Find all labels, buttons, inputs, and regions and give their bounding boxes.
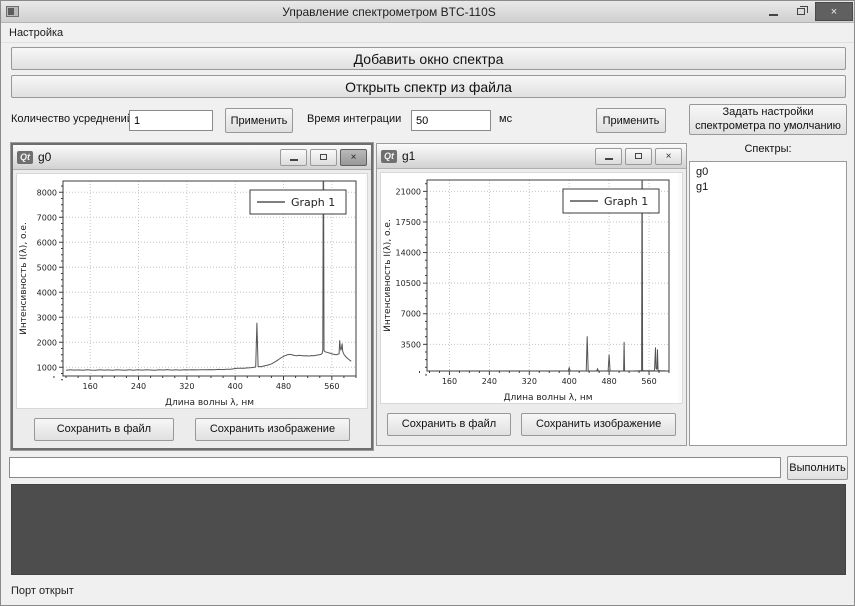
app-icon (6, 6, 19, 17)
g1-body: 160 240 320 400 480 560 3500 7000 10500 14000 1750… (380, 172, 683, 404)
list-item[interactable]: g0 (696, 166, 709, 178)
g1-minimize-button[interactable] (595, 147, 622, 165)
minimize-icon (289, 158, 298, 161)
main-titlebar: Управление спектрометром BTC-110S × (1, 1, 854, 23)
svg-text:10500: 10500 (396, 279, 421, 288)
svg-text:8000: 8000 (37, 188, 57, 197)
g1-window-title: g1 (402, 149, 416, 163)
svg-text:7000: 7000 (401, 310, 421, 319)
apply-averages-button[interactable]: Применить (225, 108, 293, 133)
g0-maximize-button[interactable] (310, 148, 337, 166)
qt-logo-icon: Qt (381, 149, 397, 163)
restore-button[interactable] (787, 3, 815, 21)
svg-text:320: 320 (179, 382, 194, 391)
apply-integration-button[interactable]: Применить (596, 108, 666, 133)
svg-text:2000: 2000 (37, 338, 57, 347)
svg-text:Длина волны λ, нм: Длина волны λ, нм (503, 393, 592, 403)
g1-titlebar[interactable]: Qt g1 × (377, 144, 686, 169)
set-defaults-button[interactable]: Задать настройки спектрометра по умолчан… (689, 104, 847, 135)
close-icon: × (350, 151, 357, 163)
svg-text:Graph 1: Graph 1 (604, 195, 648, 208)
minimize-button[interactable] (759, 3, 787, 21)
svg-text:400: 400 (228, 382, 243, 391)
minimize-icon (768, 13, 778, 16)
maximize-icon (635, 153, 642, 159)
g0-save-file-button[interactable]: Сохранить в файл (33, 417, 174, 441)
command-input[interactable] (9, 457, 781, 478)
menu-bar: Настройка (1, 24, 854, 43)
svg-text:6000: 6000 (37, 238, 57, 247)
status-text: Порт открыт (11, 585, 74, 597)
qt-logo-icon: Qt (17, 150, 33, 164)
list-item[interactable]: g1 (696, 181, 709, 193)
svg-text:Graph 1: Graph 1 (291, 196, 335, 209)
status-bar: Порт открыт (1, 579, 854, 601)
settings-row: Количество усреднений: Применить Время и… (1, 104, 854, 138)
svg-text:Длина волны λ, нм: Длина волны λ, нм (165, 398, 254, 408)
svg-text:3500: 3500 (401, 340, 421, 349)
menu-item-settings[interactable]: Настройка (9, 27, 64, 39)
svg-text:320: 320 (522, 377, 537, 386)
close-icon: × (665, 150, 672, 162)
integration-label: Время интеграции (307, 113, 402, 125)
run-command-button[interactable]: Выполнить (787, 456, 848, 480)
window-controls: × (759, 1, 854, 22)
svg-text:560: 560 (641, 377, 656, 386)
svg-text:240: 240 (131, 382, 146, 391)
close-icon: × (830, 5, 838, 18)
svg-text:7000: 7000 (37, 213, 57, 222)
console-output[interactable] (11, 484, 846, 575)
svg-text:480: 480 (601, 377, 616, 386)
g0-window-title: g0 (38, 150, 52, 164)
svg-text:1000: 1000 (37, 363, 57, 372)
svg-text:Интенсивность I(λ), о.е.: Интенсивность I(λ), о.е. (19, 222, 29, 335)
g1-save-file-button[interactable]: Сохранить в файл (386, 412, 512, 436)
spectrum-window-g0: Qt g0 × 160 240 320 400 480 560 1000 2000 3000 40… (11, 143, 373, 450)
svg-text:Интенсивность I(λ), о.е.: Интенсивность I(λ), о.е. (383, 219, 393, 332)
spectrum-window-g1: Qt g1 × 160 240 320 400 480 560 3500 7000 10500 1… (376, 143, 687, 446)
spectra-panel: Спектры: g0 g1 (689, 143, 847, 446)
svg-text:14000: 14000 (396, 249, 421, 258)
svg-text:3000: 3000 (37, 313, 57, 322)
g0-minimize-button[interactable] (280, 148, 307, 166)
minimize-icon (604, 157, 613, 160)
svg-text:480: 480 (276, 382, 291, 391)
integration-unit-label: мс (499, 113, 513, 125)
svg-text:160: 160 (83, 382, 98, 391)
restore-icon (797, 6, 808, 15)
svg-text:400: 400 (562, 377, 577, 386)
g0-buttons-row: Сохранить в файл Сохранить изображение (13, 412, 371, 446)
spectrum-chart-g1[interactable]: 160 240 320 400 480 560 3500 7000 10500 14000 1750… (381, 173, 678, 403)
svg-text:5000: 5000 (37, 263, 57, 272)
svg-text:560: 560 (324, 382, 339, 391)
maximize-icon (320, 154, 327, 160)
g1-save-image-button[interactable]: Сохранить изображение (520, 412, 677, 436)
g1-buttons-row: Сохранить в файл Сохранить изображение (377, 407, 686, 441)
integration-input[interactable] (411, 110, 491, 131)
g1-maximize-button[interactable] (625, 147, 652, 165)
close-button[interactable]: × (815, 2, 853, 21)
svg-text:160: 160 (442, 377, 457, 386)
svg-text:17500: 17500 (396, 218, 421, 227)
g0-body: 160 240 320 400 480 560 1000 2000 3000 4000 5000 60… (16, 173, 368, 409)
spectra-list[interactable]: g0 g1 (689, 161, 847, 446)
averages-input[interactable] (129, 110, 213, 131)
window-title: Управление спектрометром BTC-110S (282, 4, 496, 19)
svg-text:4000: 4000 (37, 288, 57, 297)
svg-text:240: 240 (482, 377, 497, 386)
g0-titlebar[interactable]: Qt g0 × (13, 145, 371, 170)
g0-save-image-button[interactable]: Сохранить изображение (194, 417, 351, 441)
add-spectrum-window-button[interactable]: Добавить окно спектра (11, 47, 846, 70)
spectrum-chart-g0[interactable]: 160 240 320 400 480 560 1000 2000 3000 4000 5000 60… (17, 174, 365, 408)
g1-close-button[interactable]: × (655, 147, 682, 165)
svg-text:21000: 21000 (396, 187, 421, 196)
spectra-panel-title: Спектры: (744, 143, 792, 155)
g0-close-button[interactable]: × (340, 148, 367, 166)
averages-label: Количество усреднений: (11, 113, 137, 125)
open-spectrum-file-button[interactable]: Открыть спектр из файла (11, 75, 846, 98)
